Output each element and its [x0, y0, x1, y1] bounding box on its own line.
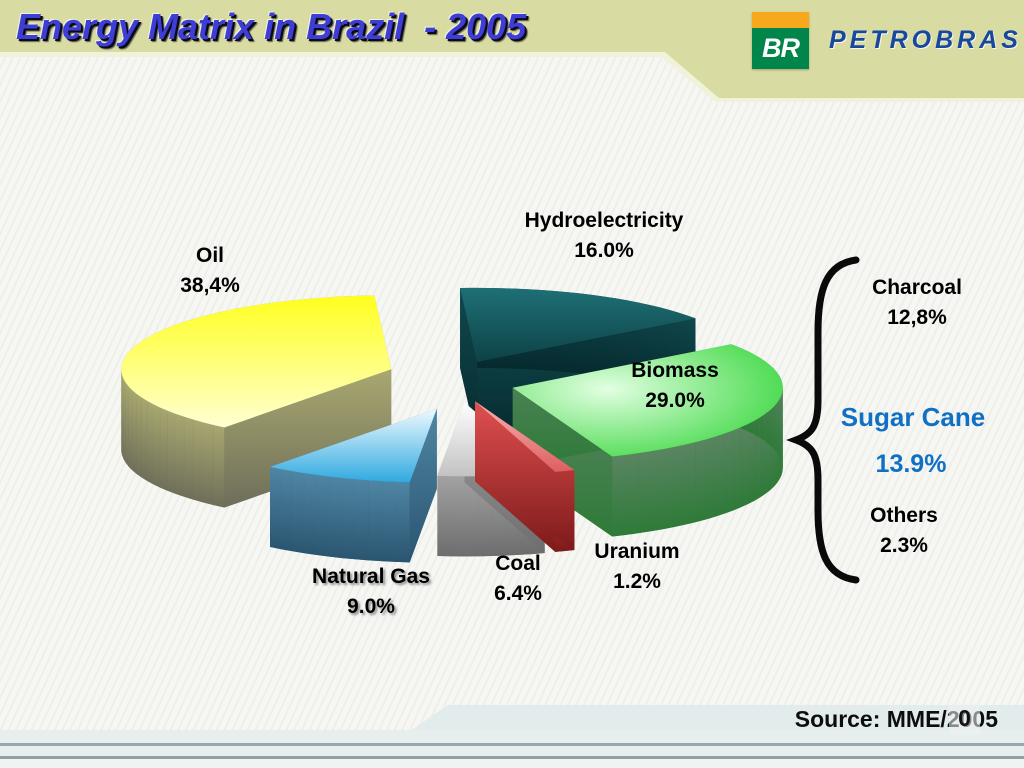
label-coal: Coal 6.4%	[494, 549, 542, 610]
label-hydroelectricity-name: Hydroelectricity	[524, 209, 684, 232]
petrobras-logo: BR PETROBRAS	[752, 12, 1022, 69]
footer-rule-bottom	[0, 756, 1024, 759]
pie-slice-uranium	[475, 401, 575, 552]
petrobras-monogram: BR	[762, 33, 800, 63]
footer-rule-top	[0, 743, 1024, 746]
label-uranium-value: 1.2%	[613, 570, 661, 594]
label-others: Others 2.3%	[870, 501, 938, 562]
label-charcoal-name: Charcoal	[872, 276, 962, 299]
logo-green-field: BR	[752, 28, 809, 69]
label-natural-gas-name: Natural Gas	[312, 565, 430, 588]
petrobras-wordmark: PETROBRAS	[829, 26, 1022, 54]
slide-number: 0	[949, 703, 980, 734]
label-coal-value: 6.4%	[494, 582, 542, 606]
label-natural-gas-value: 9.0%	[347, 595, 395, 619]
pie-slice-coal	[437, 402, 545, 557]
logo-orange-band	[752, 12, 809, 28]
petrobras-logo-mark: BR	[752, 12, 809, 69]
label-biomass: Biomass 29.0%	[631, 356, 719, 417]
label-oil: Oil 38,4%	[180, 241, 240, 302]
label-biomass-name: Biomass	[631, 359, 719, 382]
label-sugar-cane-name: Sugar Cane	[840, 402, 986, 432]
pie-slice-natural-gas	[270, 408, 437, 563]
label-charcoal: Charcoal 12,8%	[872, 273, 962, 334]
page-title: Energy Matrix in Brazil - 2005	[16, 6, 527, 47]
pie-slice-oil	[121, 295, 392, 508]
label-charcoal-value: 12,8%	[887, 306, 947, 330]
footer-panel	[410, 705, 1024, 731]
label-natural-gas: Natural Gas 9.0%	[312, 562, 430, 623]
label-others-name: Others	[870, 504, 938, 527]
label-coal-name: Coal	[495, 552, 541, 575]
label-uranium: Uranium 1.2%	[594, 537, 679, 598]
label-sugar-cane-value: 13.9%	[875, 450, 947, 478]
footer-bottom-strip	[0, 759, 1024, 768]
label-others-value: 2.3%	[880, 534, 928, 558]
label-oil-name: Oil	[195, 244, 225, 267]
label-oil-value: 38,4%	[180, 274, 240, 298]
label-uranium-name: Uranium	[594, 540, 680, 563]
label-biomass-value: 29.0%	[645, 389, 705, 413]
label-hydroelectricity: Hydroelectricity 16.0%	[525, 206, 684, 267]
label-hydroelectricity-value: 16.0%	[574, 239, 634, 263]
